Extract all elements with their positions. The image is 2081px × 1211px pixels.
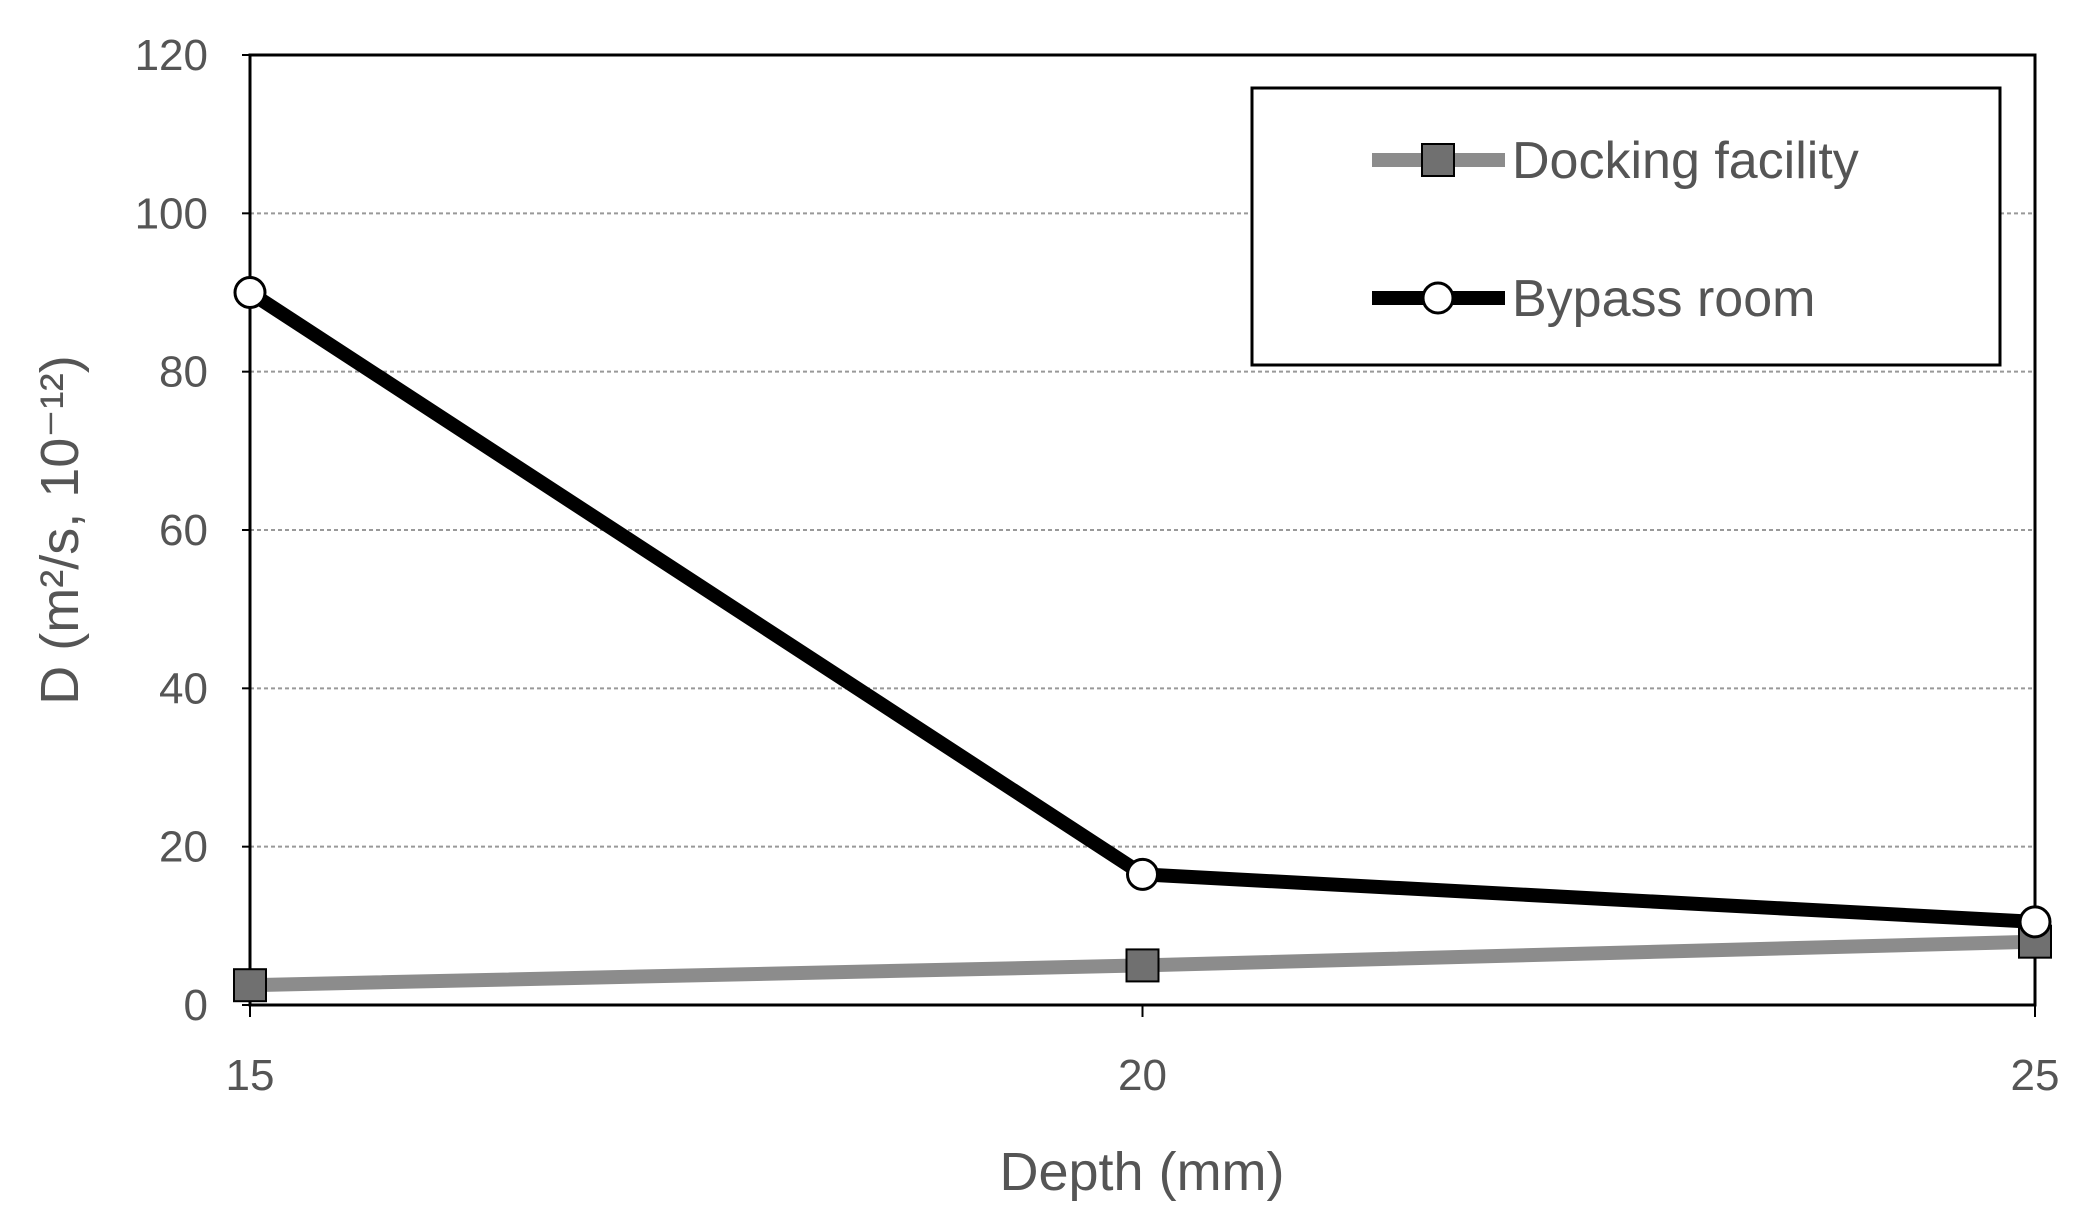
- y-tick-label: 120: [135, 31, 208, 80]
- legend-box: [1250, 86, 2002, 367]
- y-tick-label: 60: [159, 506, 208, 555]
- legend-marker-docking-facility: [1421, 143, 1455, 177]
- x-tick-label: 25: [2011, 1051, 2060, 1100]
- series-line-bypass-room: [243, 285, 2042, 929]
- y-tick-label: 20: [159, 823, 208, 872]
- x-axis-ticks: 15 20 25: [226, 1005, 2060, 1100]
- data-point-bypass-room: [2018, 905, 2052, 939]
- x-axis-title: Depth (mm): [999, 1142, 1284, 1202]
- legend-entry-bypass-room: Bypass room: [1372, 270, 1815, 328]
- y-tick-label: 80: [159, 348, 208, 397]
- x-tick-label: 15: [226, 1051, 275, 1100]
- legend-label-bypass-room: Bypass room: [1512, 270, 1815, 328]
- y-tick-label: 40: [159, 664, 208, 713]
- y-axis-ticks: 0 20 40 60 80 100 120: [135, 31, 250, 1030]
- data-point-bypass-room: [233, 276, 267, 309]
- legend-marker-bypass-room: [1421, 281, 1455, 315]
- data-point-docking-facility: [1125, 948, 1160, 983]
- legend-entry-docking-facility: Docking facility: [1372, 132, 1859, 190]
- x-tick-label: 20: [1118, 1051, 1167, 1100]
- grid-lines: [250, 212, 2035, 848]
- y-tick-label: 100: [135, 189, 208, 238]
- data-point-bypass-room: [1126, 857, 1159, 891]
- legend-label-docking-facility: Docking facility: [1512, 132, 1859, 190]
- legend: Docking facility Bypass room: [1250, 86, 2002, 367]
- y-tick-label: 0: [184, 981, 208, 1030]
- y-axis-title: D (m²/s, 10⁻¹²): [30, 355, 90, 704]
- data-series: [233, 276, 2052, 1003]
- data-point-docking-facility: [233, 968, 267, 1003]
